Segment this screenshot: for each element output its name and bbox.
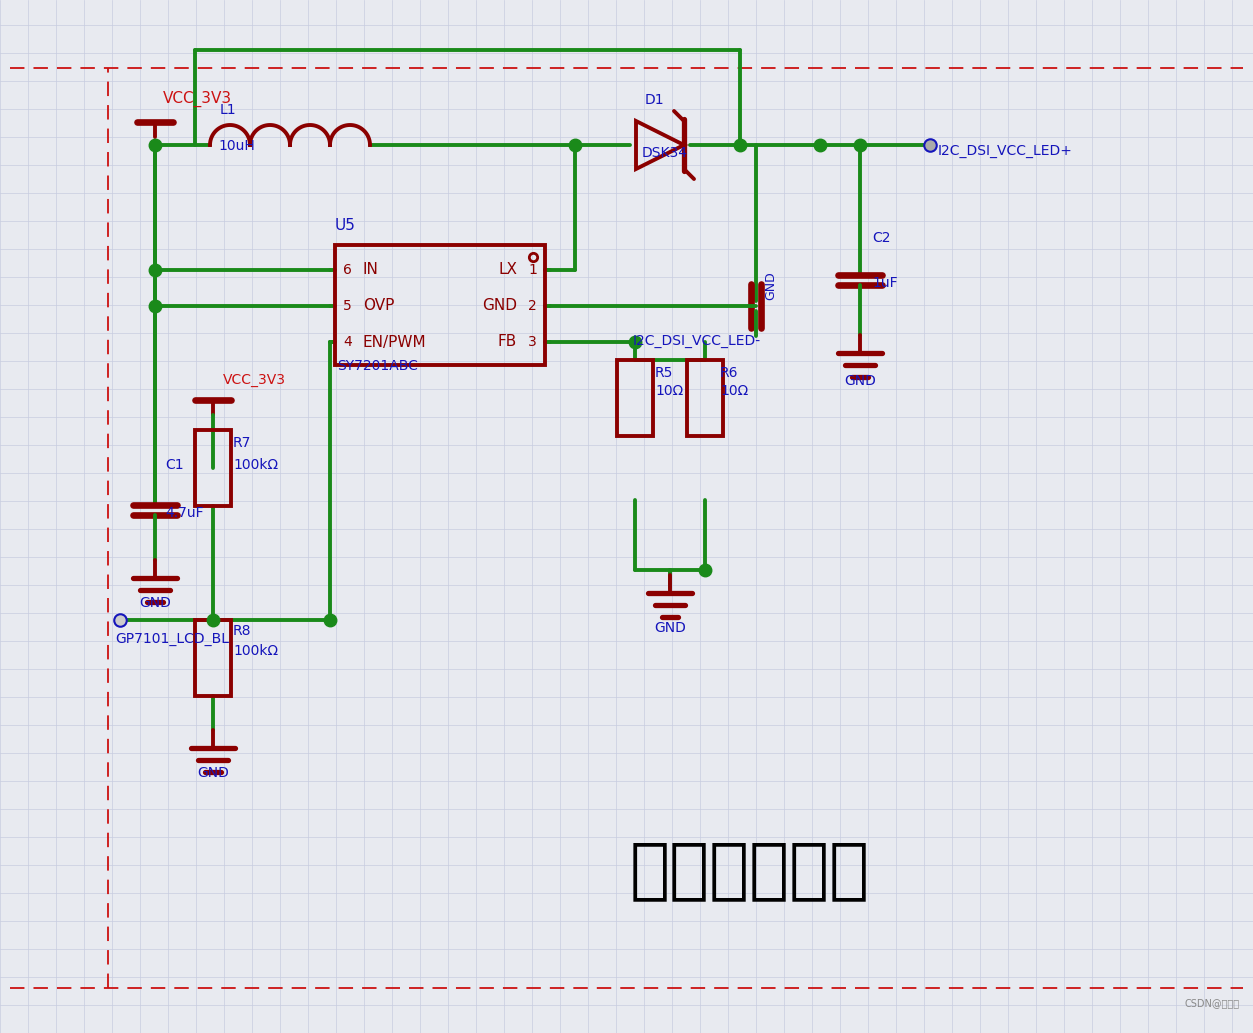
- Text: GP7101_LCD_BL: GP7101_LCD_BL: [115, 632, 229, 646]
- Text: EN/PWM: EN/PWM: [363, 335, 426, 349]
- Text: R6: R6: [720, 366, 738, 380]
- Text: 4: 4: [343, 335, 352, 349]
- Text: VCC_3V3: VCC_3V3: [223, 373, 286, 387]
- Text: SY7201ABC: SY7201ABC: [337, 359, 417, 373]
- Text: 10Ω: 10Ω: [655, 384, 683, 398]
- Text: GND: GND: [197, 766, 229, 780]
- Text: 6: 6: [343, 263, 352, 277]
- Text: VCC_3V3: VCC_3V3: [163, 91, 232, 107]
- Text: FB: FB: [497, 335, 517, 349]
- Text: I2C_DSI_VCC_LED-: I2C_DSI_VCC_LED-: [633, 334, 761, 348]
- Text: GND: GND: [139, 596, 170, 611]
- Text: C1: C1: [165, 458, 184, 472]
- Text: R7: R7: [233, 436, 252, 450]
- Text: 1uF: 1uF: [872, 276, 897, 290]
- Text: 5: 5: [343, 299, 352, 313]
- Text: C2: C2: [872, 231, 891, 245]
- Text: 4.7uF: 4.7uF: [165, 506, 204, 520]
- Text: IN: IN: [363, 262, 378, 278]
- Bar: [195, 430, 231, 506]
- Text: R5: R5: [655, 366, 673, 380]
- Text: D1: D1: [645, 93, 664, 107]
- Text: GND: GND: [482, 299, 517, 313]
- Text: CSDN@药梨禍: CSDN@药梨禍: [1185, 998, 1240, 1008]
- Bar: [687, 359, 723, 436]
- Text: 1: 1: [528, 263, 538, 277]
- Text: GND: GND: [845, 374, 876, 388]
- Text: GND: GND: [764, 272, 777, 301]
- Bar: [195, 620, 231, 696]
- Text: 3: 3: [529, 335, 538, 349]
- Text: 10Ω: 10Ω: [720, 384, 748, 398]
- Text: 2: 2: [529, 299, 538, 313]
- Text: I2C_DSI_VCC_LED+: I2C_DSI_VCC_LED+: [938, 144, 1073, 158]
- Bar: [335, 245, 545, 365]
- Text: L1: L1: [221, 103, 237, 117]
- Text: 100kΩ: 100kΩ: [233, 644, 278, 658]
- Text: 100kΩ: 100kΩ: [233, 458, 278, 472]
- Bar: [616, 359, 653, 436]
- Text: R8: R8: [233, 624, 252, 638]
- Text: 10uH: 10uH: [218, 139, 254, 153]
- Text: U5: U5: [335, 218, 356, 233]
- Text: 板载背光调节: 板载背光调节: [630, 837, 870, 903]
- Text: DSK34: DSK34: [642, 146, 688, 160]
- Text: LX: LX: [497, 262, 517, 278]
- Text: OVP: OVP: [363, 299, 395, 313]
- Text: GND: GND: [654, 621, 685, 635]
